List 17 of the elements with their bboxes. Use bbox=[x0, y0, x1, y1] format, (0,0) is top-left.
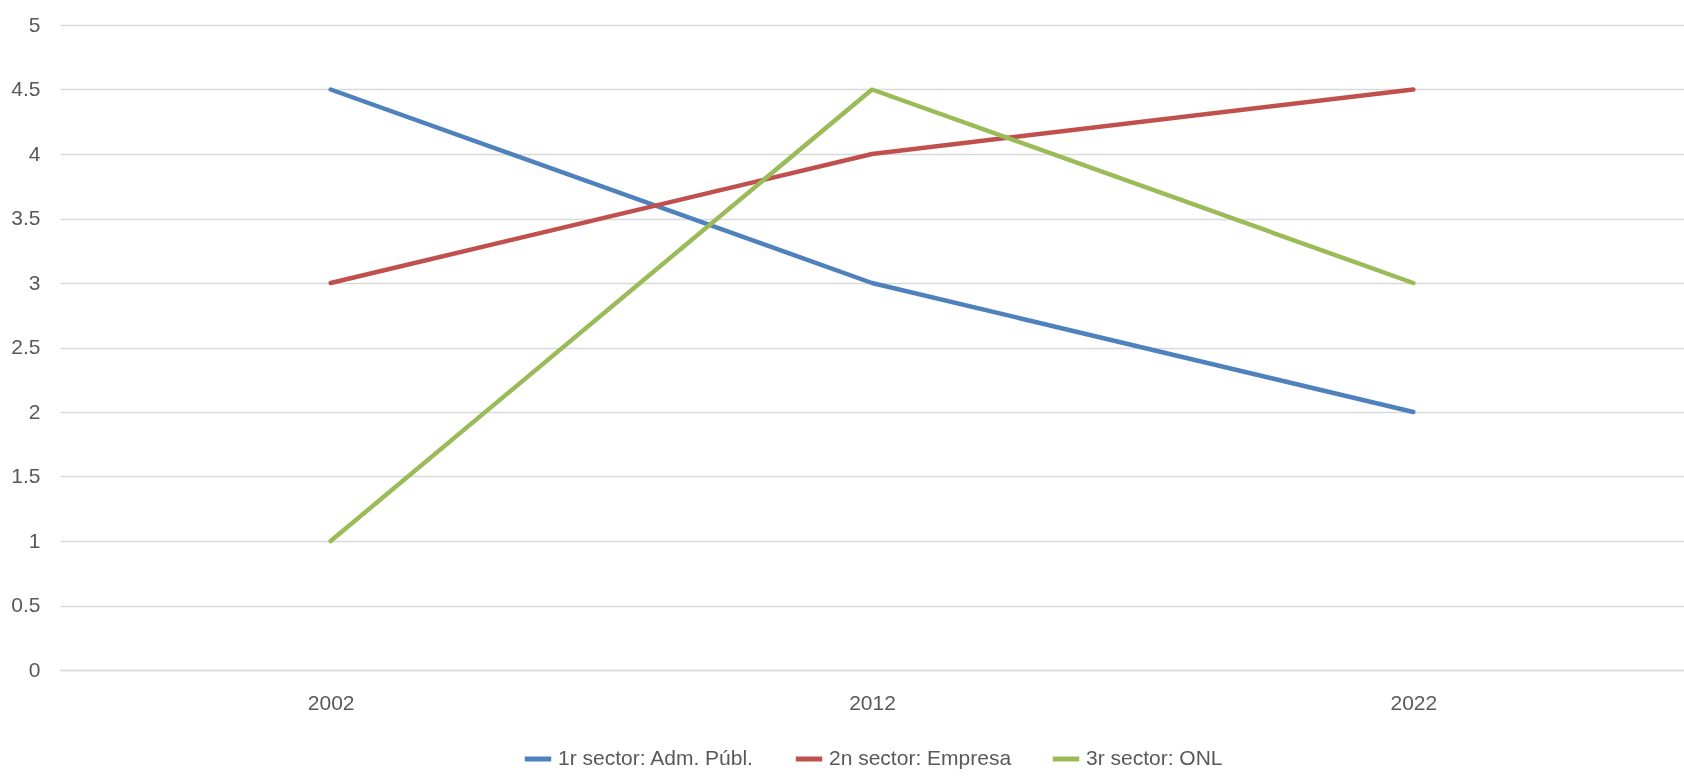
legend-label: 2n sector: Empresa bbox=[829, 746, 1012, 769]
x-tick-label: 2022 bbox=[1390, 690, 1438, 714]
x-tick-label: 2002 bbox=[307, 690, 355, 714]
x-tick-label: 2012 bbox=[849, 690, 896, 714]
y-tick-label: 2.5 bbox=[11, 335, 41, 358]
y-tick-label: 4 bbox=[28, 141, 41, 165]
legend-label: 3r sector: ONL bbox=[1086, 746, 1223, 769]
y-tick-label: 5 bbox=[28, 12, 41, 36]
legend-label: 1r sector: Adm. Públ. bbox=[558, 746, 753, 769]
y-tick-label: 1.5 bbox=[11, 464, 41, 487]
y-tick-label: 0 bbox=[28, 657, 41, 681]
y-tick-label: 2 bbox=[28, 399, 41, 423]
y-tick-label: 3 bbox=[28, 270, 41, 294]
y-tick-label: 3.5 bbox=[11, 206, 41, 229]
y-tick-label: 0.5 bbox=[11, 593, 41, 616]
y-tick-label: 1 bbox=[28, 528, 41, 552]
y-tick-label: 4.5 bbox=[11, 77, 41, 100]
